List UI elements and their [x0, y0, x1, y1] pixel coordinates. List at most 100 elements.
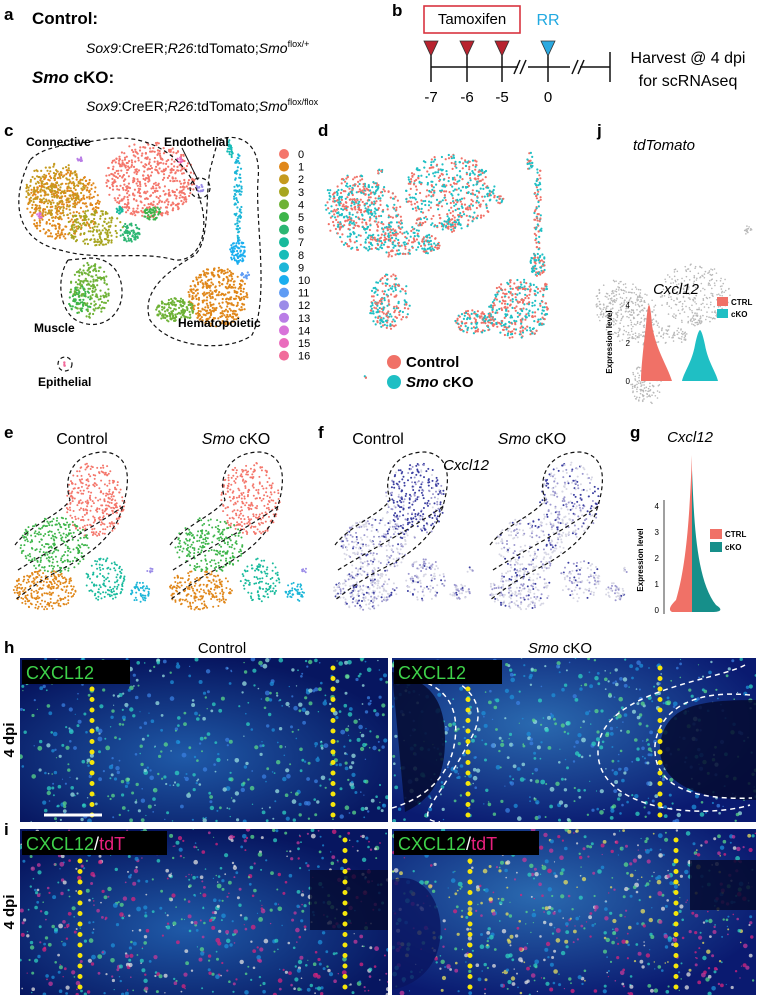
cell-dot	[239, 227, 241, 229]
cell-dot	[374, 213, 376, 215]
cell-dot	[631, 301, 633, 303]
cell-dot	[622, 316, 624, 318]
cell-dot	[67, 217, 69, 219]
cell-dot	[209, 290, 211, 292]
cell-dot	[337, 224, 339, 226]
cell-dot	[188, 179, 190, 181]
cell-dot	[533, 327, 535, 329]
cell-dot	[124, 238, 126, 240]
cell-dot	[534, 261, 536, 263]
cell-dot	[69, 209, 71, 211]
cell-dot	[504, 289, 506, 291]
cell-dot	[26, 190, 28, 192]
cell-dot	[623, 284, 625, 286]
cell-dot	[378, 169, 380, 171]
cell-dot	[464, 322, 466, 324]
cell-dot	[466, 329, 468, 331]
cell-dot	[418, 175, 420, 177]
cell-dot	[392, 192, 394, 194]
cell-dot	[530, 261, 532, 263]
cell-dot	[631, 292, 633, 294]
cell-dot	[74, 231, 76, 233]
cell-dot	[129, 223, 131, 225]
cell-dot	[223, 278, 225, 280]
cell-dot	[95, 307, 97, 309]
cell-dot	[333, 213, 335, 215]
cell-dot	[237, 238, 239, 240]
cell-dot	[233, 196, 235, 198]
cell-dot	[50, 206, 52, 208]
cell-dot	[128, 145, 130, 147]
cell-dot	[229, 248, 231, 250]
cell-dot	[41, 186, 43, 188]
cell-dot	[653, 323, 655, 325]
cell-dot	[483, 215, 485, 217]
cell-dot	[382, 211, 384, 213]
cell-dot	[361, 221, 363, 223]
cell-dot	[74, 194, 76, 196]
cell-dot	[174, 320, 176, 322]
cell-dot	[415, 185, 417, 187]
cell-dot	[228, 302, 230, 304]
cell-dot	[37, 196, 39, 198]
cell-dot	[519, 313, 521, 315]
cell-dot	[404, 248, 406, 250]
cell-dot	[424, 161, 426, 163]
cell-dot	[207, 272, 209, 274]
cell-dot	[118, 194, 120, 196]
legend-swatch	[279, 262, 289, 272]
cell-dot	[163, 173, 165, 175]
cell-dot	[534, 304, 536, 306]
cell-dot	[387, 295, 389, 297]
cell-dot	[529, 286, 531, 288]
cell-dot	[611, 297, 613, 299]
cell-dot	[438, 168, 440, 170]
cell-dot	[389, 231, 391, 233]
cell-dot	[419, 169, 421, 171]
cell-dot	[236, 222, 238, 224]
cell-dot	[103, 296, 105, 298]
cell-dot	[438, 245, 440, 247]
cell-dot	[243, 304, 245, 306]
cell-dot	[169, 180, 171, 182]
cell-dot	[477, 215, 479, 217]
cell-dot	[156, 154, 158, 156]
cell-dot	[631, 289, 633, 291]
cell-dot	[385, 320, 387, 322]
cell-dot	[84, 239, 86, 241]
cell-dot	[147, 214, 149, 216]
cell-dot	[236, 220, 238, 222]
cell-dot	[534, 239, 536, 241]
cell-dot	[155, 182, 157, 184]
cell-dot	[209, 309, 211, 311]
cell-dot	[529, 162, 531, 164]
cell-dot	[51, 199, 53, 201]
cell-dot	[628, 317, 630, 319]
cell-dot	[483, 183, 485, 185]
cell-dot	[155, 166, 157, 168]
cell-dot	[395, 254, 397, 256]
cell-dot	[358, 234, 360, 236]
cell-dot	[92, 313, 94, 315]
cell-dot	[46, 170, 48, 172]
cell-dot	[526, 316, 528, 318]
cell-dot	[55, 233, 57, 235]
cell-dot	[38, 210, 40, 212]
cell-dot	[73, 238, 75, 240]
legend-swatch	[279, 338, 289, 348]
cell-dot	[519, 292, 521, 294]
cell-dot	[396, 307, 398, 309]
cell-dot	[382, 297, 384, 299]
cell-dot	[152, 204, 154, 206]
cell-dot	[176, 313, 178, 315]
cell-dot	[714, 285, 716, 287]
cell-dot	[615, 319, 617, 321]
cell-dot	[357, 185, 359, 187]
cell-dot	[510, 299, 512, 301]
legend-label: 9	[298, 262, 304, 274]
cell-dot	[545, 313, 547, 315]
legend-label: 14	[298, 325, 310, 337]
cell-dot	[350, 191, 352, 193]
cell-dot	[425, 216, 427, 218]
cell-dot	[385, 285, 387, 287]
